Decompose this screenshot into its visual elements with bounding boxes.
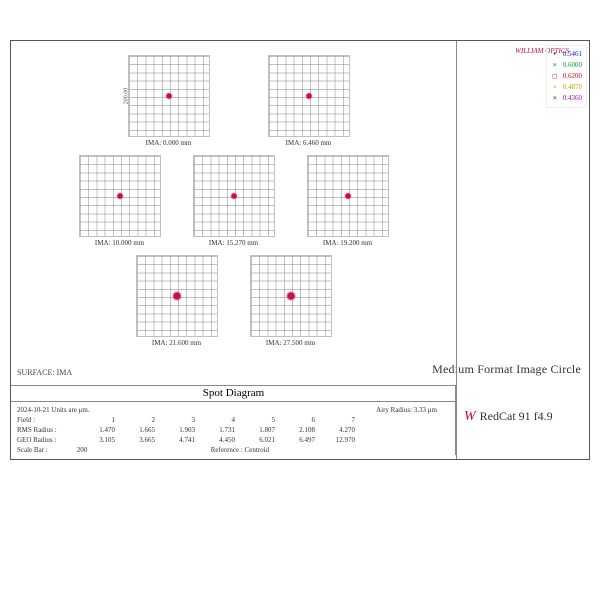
- brand-logo: W: [464, 409, 476, 425]
- rms-label: RMS Radius :: [17, 425, 75, 435]
- scalebar-label: Scale Bar :: [17, 445, 75, 455]
- spot-diagram-cell: IMA: 10.000 mm: [79, 155, 161, 247]
- spot-diagram-cell: IMA: 21.600 mm: [136, 255, 218, 347]
- spot-diagram-cell: IMA: 15.270 mm: [193, 155, 275, 247]
- brand-name: RedCat 91 f4.9: [480, 409, 553, 423]
- wavelength-legend: •0.5461×0.6000□0.6200∘0.4870×0.4360: [546, 45, 587, 108]
- x-axis-label: IMA: 10.000 mm: [79, 239, 161, 247]
- spot-diagram-cell: 200.00 IMA: 0.000 mm: [128, 55, 210, 147]
- spot-diagram-title: Spot Diagram: [11, 385, 456, 399]
- spot-diagram-cell: IMA: 27.500 mm: [250, 255, 332, 347]
- spot-marker: [285, 291, 296, 302]
- x-axis-label: IMA: 6.460 mm: [268, 139, 350, 147]
- surface-label: SURFACE: IMA: [17, 368, 72, 377]
- spot-marker: [171, 291, 182, 302]
- spot-marker: [165, 92, 173, 100]
- spot-diagram-cell: IMA: 19.200 mm: [307, 155, 389, 247]
- airy-radius: Airy Radius: 3.33 μm: [376, 405, 437, 415]
- x-axis-label: IMA: 27.500 mm: [250, 339, 332, 347]
- scalebar-value: 200: [77, 446, 88, 454]
- spot-diagram-cell: IMA: 6.460 mm: [268, 55, 350, 147]
- date-units: 2024-10-21 Units are μm.: [17, 406, 90, 414]
- x-axis-label: IMA: 19.200 mm: [307, 239, 389, 247]
- diagram-frame: WILLIAM OPTICS •0.5461×0.6000□0.6200∘0.4…: [10, 40, 590, 460]
- image-circle-label: Medium Format Image Circle: [432, 362, 581, 377]
- meta-block: 2024-10-21 Units are μm. Airy Radius: 3.…: [17, 405, 447, 455]
- spot-marker: [230, 192, 238, 200]
- spot-marker: [116, 192, 124, 200]
- reference: Reference : Centroid: [211, 446, 269, 454]
- brand-block: W RedCat 91 f4.9: [455, 385, 585, 455]
- spot-marker: [344, 192, 352, 200]
- x-axis-label: IMA: 21.600 mm: [136, 339, 218, 347]
- geo-label: GEO Radius :: [17, 435, 75, 445]
- x-axis-label: IMA: 15.270 mm: [193, 239, 275, 247]
- spot-marker: [305, 92, 313, 100]
- x-axis-label: IMA: 0.000 mm: [128, 139, 210, 147]
- spot-plots: 200.00 IMA: 0.000 mm IMA: 6.460 mm IMA: …: [11, 41, 456, 376]
- field-label: Field :: [17, 415, 75, 425]
